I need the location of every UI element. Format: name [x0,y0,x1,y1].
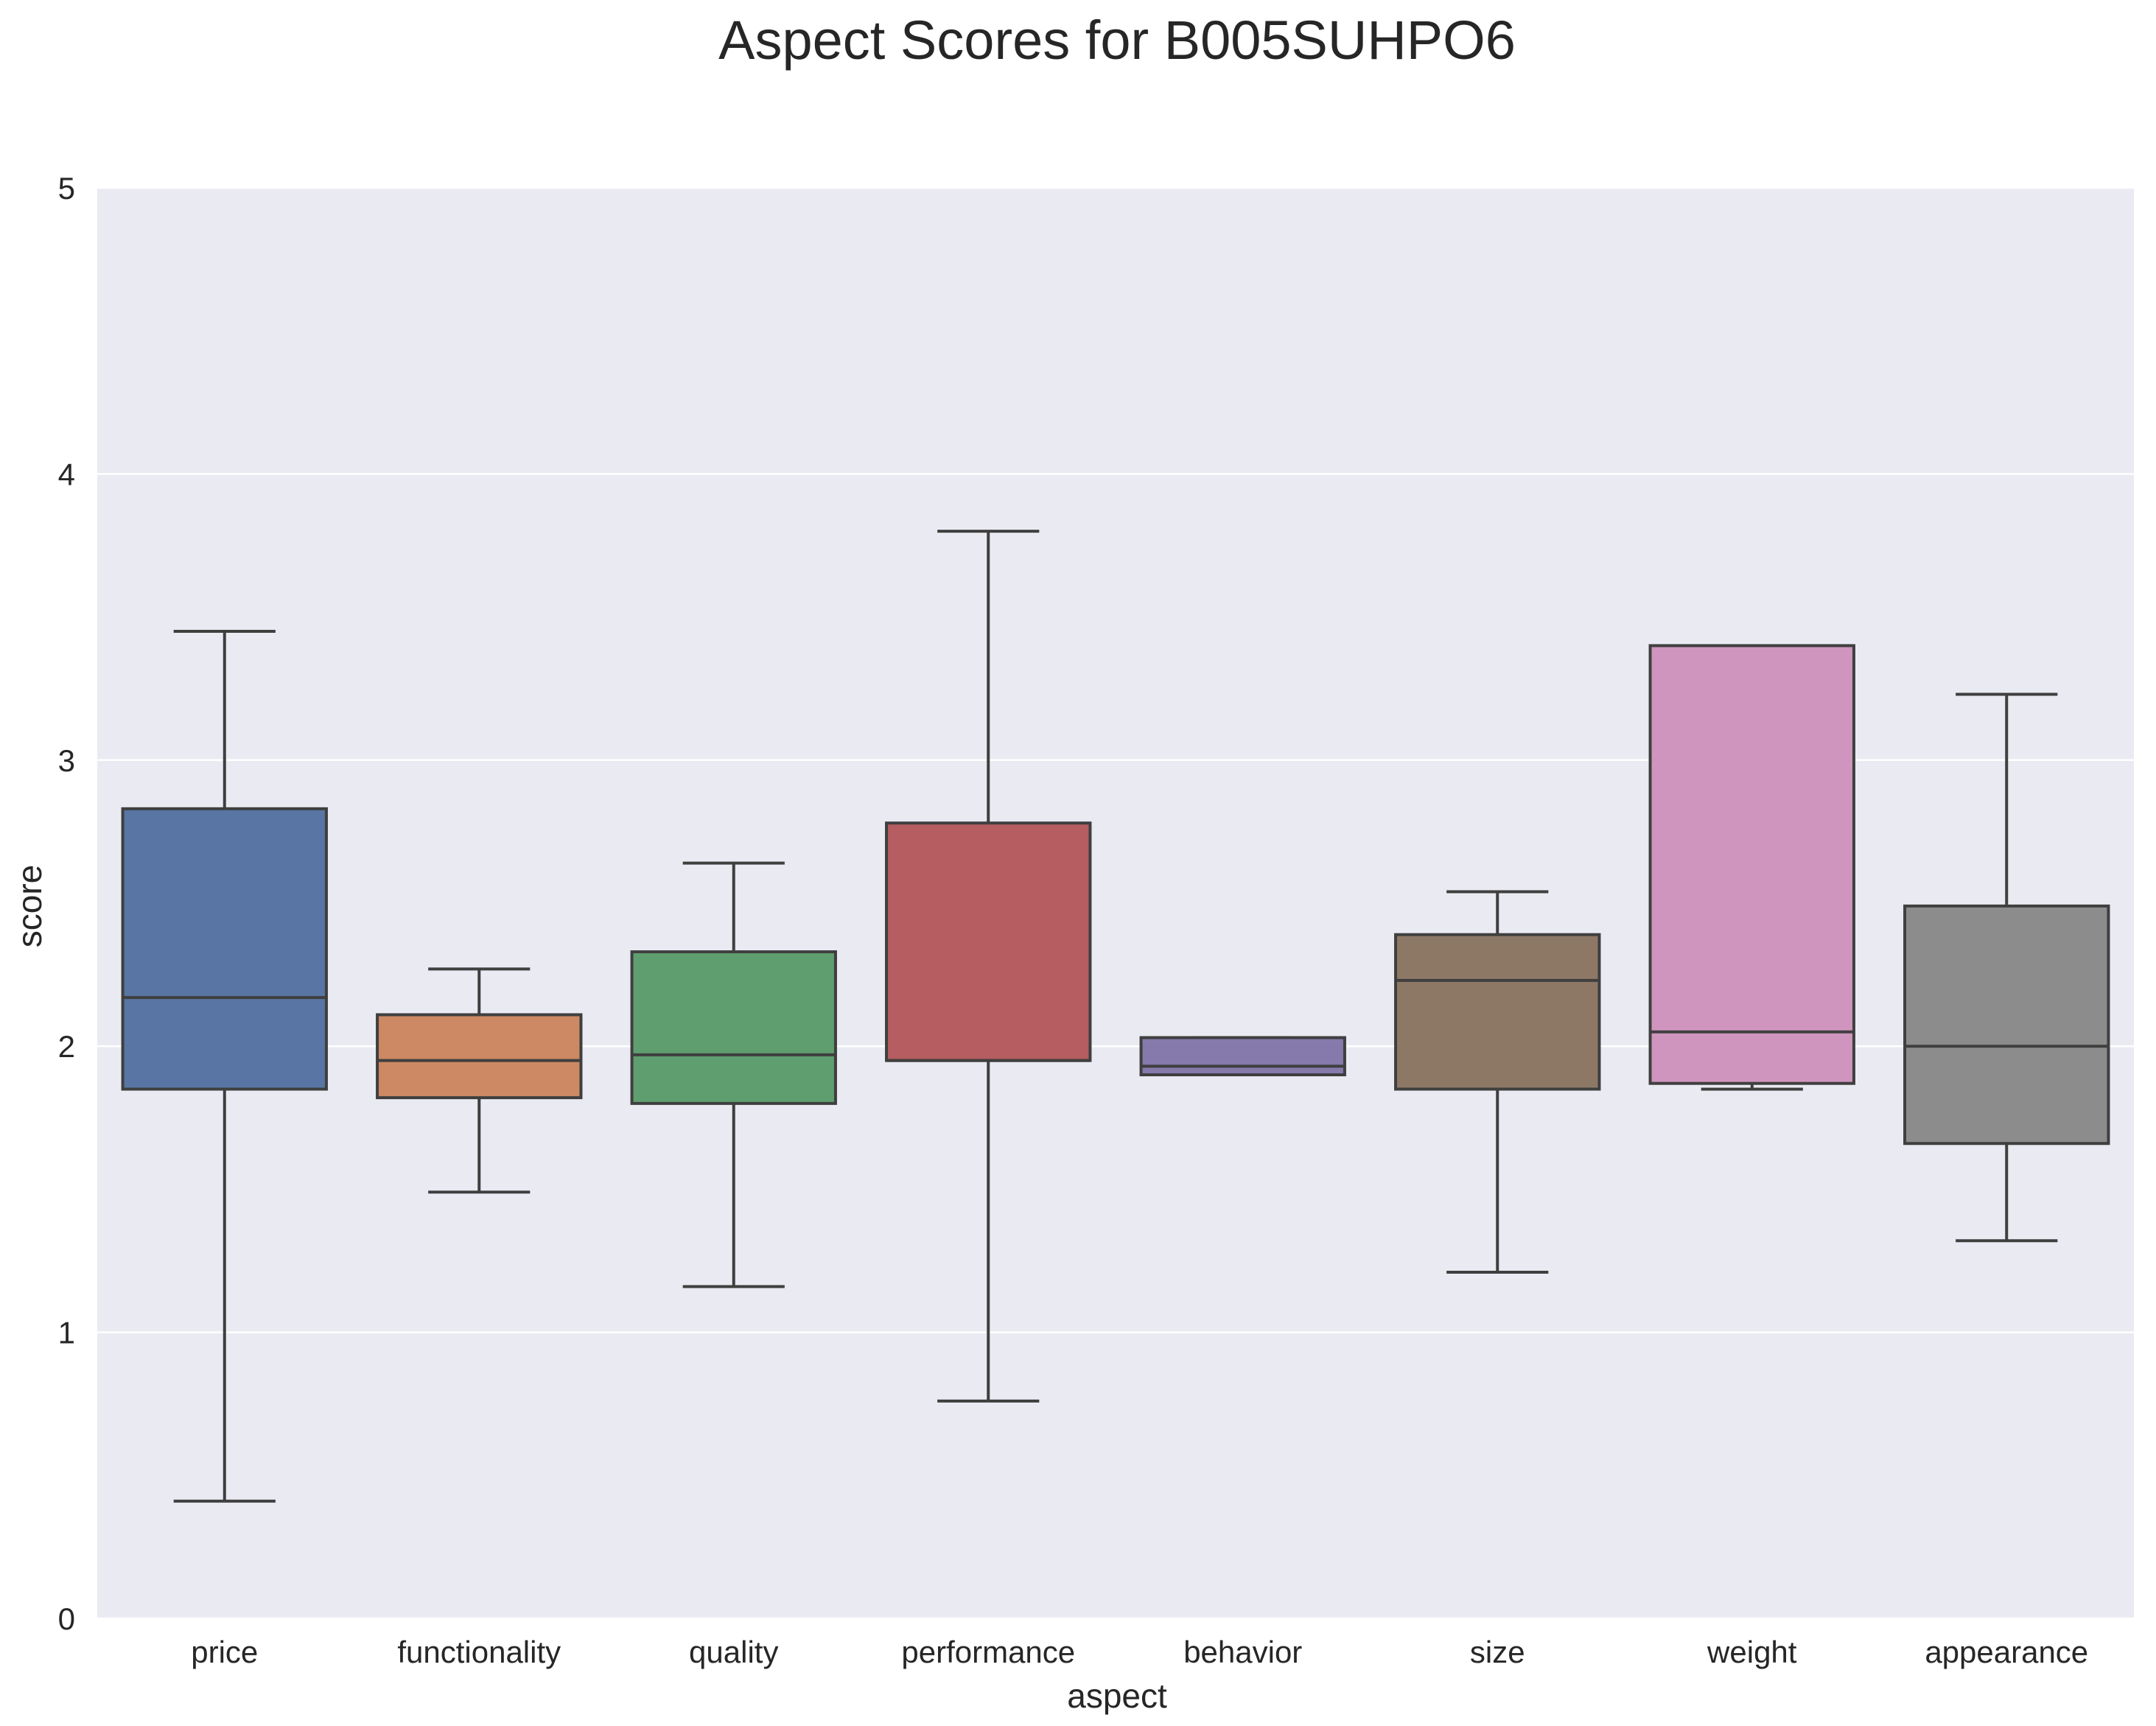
boxes [121,530,2110,1503]
y-tick-label: 4 [58,457,75,491]
x-tick-label: quality [689,1635,778,1669]
y-tick-label: 5 [58,171,75,206]
y-tick-label: 1 [58,1316,75,1350]
box-body [885,821,1092,1062]
y-axis-ticks: 0 1 2 3 4 5 [58,171,75,1636]
box-body [1139,1036,1346,1077]
y-tick-label: 3 [58,743,75,778]
x-tick-label: performance [901,1635,1075,1669]
y-tick-label: 0 [58,1602,75,1636]
box-performance [885,530,1092,1403]
x-tick-label: functionality [397,1635,561,1669]
x-tick-label: appearance [1925,1635,2088,1669]
box-body [1394,933,1601,1091]
chart-title: Aspect Scores for B005SUHPO6 [718,10,1516,71]
y-tick-label: 2 [58,1029,75,1064]
box-body [630,950,837,1105]
box-behavior [1139,1036,1346,1077]
box-body [376,1013,583,1100]
box-quality [630,861,837,1288]
x-tick-label: price [191,1635,258,1669]
y-axis-label: score [10,865,49,947]
x-tick-label: behavior [1183,1635,1302,1669]
x-tick-label: weight [1707,1635,1797,1669]
box-price [121,630,328,1503]
box-body [121,807,328,1091]
x-axis-label: aspect [1067,1677,1167,1715]
box-body [1648,644,1855,1085]
x-axis-ticks: price functionality quality performance beha… [191,1635,2088,1669]
box-body [1903,904,2110,1146]
box-appearance [1903,692,2110,1243]
x-tick-label: size [1470,1635,1525,1669]
box-functionality [376,967,583,1194]
box-weight [1648,644,1855,1091]
box-size [1394,890,1601,1274]
